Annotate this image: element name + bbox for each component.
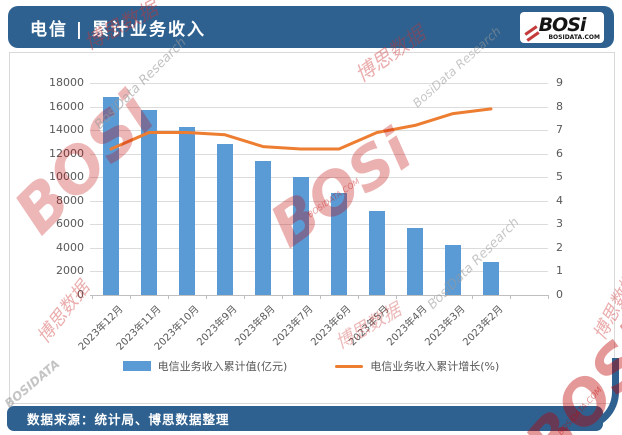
bar [407,227,423,295]
left-axis-tick-label: 6000 [56,217,84,231]
gridline [90,224,548,226]
left-axis-tick-label: 12000 [49,146,84,160]
x-axis-tick [472,295,473,299]
growth-line [109,107,493,151]
bar [483,261,499,295]
x-axis-tick [358,295,359,299]
x-axis-tick [168,295,169,299]
bar [369,210,385,295]
gridline [90,130,548,132]
bar [217,144,233,295]
line-series-swatch [335,364,364,368]
bar [293,176,309,295]
page-title: 电信 | 累计业务收入 [30,19,207,40]
legend-item-bar: 电信业务收入累计值(亿元) [122,358,288,374]
bar-series-swatch [122,361,151,371]
gridline [90,295,548,296]
footer-bar: 数据来源：统计局、博思数据整理 [7,406,603,431]
left-axis-tick-label: 16000 [49,99,84,113]
bosi-logo: BOSi BOSIDATA.COM [520,12,604,43]
left-axis-tick-label: 10000 [49,170,84,184]
right-axis-tick-label: 9 [556,76,563,89]
gridline [90,271,548,273]
legend-item-line: 电信业务收入累计增长(%) [335,358,499,374]
left-axis-tick-label: 8000 [56,193,84,207]
line-series-label: 电信业务收入累计增长(%) [370,360,500,373]
right-axis-tick-label: 4 [556,193,563,207]
left-axis-tick-label: 4000 [56,240,84,254]
header-bar: 电信 | 累计业务收入 BOSi BOSIDATA.COM [8,6,614,48]
gridline [90,177,548,179]
x-axis-tick [282,295,283,299]
logo-stripes-icon [524,25,540,42]
left-axis-tick-label: 0 [77,288,84,301]
left-axis-tick-label: 18000 [49,76,84,89]
data-source: 数据来源：统计局、博思数据整理 [27,412,230,427]
gridline [90,83,548,84]
gridline [90,153,548,155]
logo-domain: BOSIDATA.COM [548,34,600,41]
x-axis-tick [548,295,549,299]
x-axis-tick [92,295,93,299]
right-axis-tick-label: 3 [556,217,563,231]
right-axis-tick-label: 6 [556,146,563,160]
gridline [90,106,548,108]
left-axis-tick-label: 2000 [56,264,84,278]
right-axis-tick-label: 7 [556,123,563,137]
gridline [90,200,548,202]
bar [445,244,461,295]
bar [255,160,271,295]
x-axis-tick [320,295,321,299]
x-axis-tick [206,295,207,299]
right-axis-tick-label: 2 [556,240,563,254]
right-axis-tick-label: 0 [556,288,563,301]
x-axis-tick [396,295,397,299]
x-axis-tick [434,295,435,299]
chart-frame [9,52,615,404]
bar [331,192,347,295]
bar [179,127,195,295]
legend: 电信业务收入累计值(亿元) 电信业务收入累计增长(%) [0,358,622,374]
bar [141,110,157,295]
gridline [90,247,548,249]
right-axis-tick-label: 1 [556,264,563,278]
right-axis-tick-label: 5 [556,170,563,184]
left-axis-tick-label: 14000 [49,123,84,137]
x-axis-tick [510,295,511,299]
x-axis-tick [244,295,245,299]
bar-series-label: 电信业务收入累计值(亿元) [157,360,288,373]
x-axis-tick [130,295,131,299]
logo-text: BOSi [538,14,587,36]
right-axis-tick-label: 8 [556,99,563,113]
